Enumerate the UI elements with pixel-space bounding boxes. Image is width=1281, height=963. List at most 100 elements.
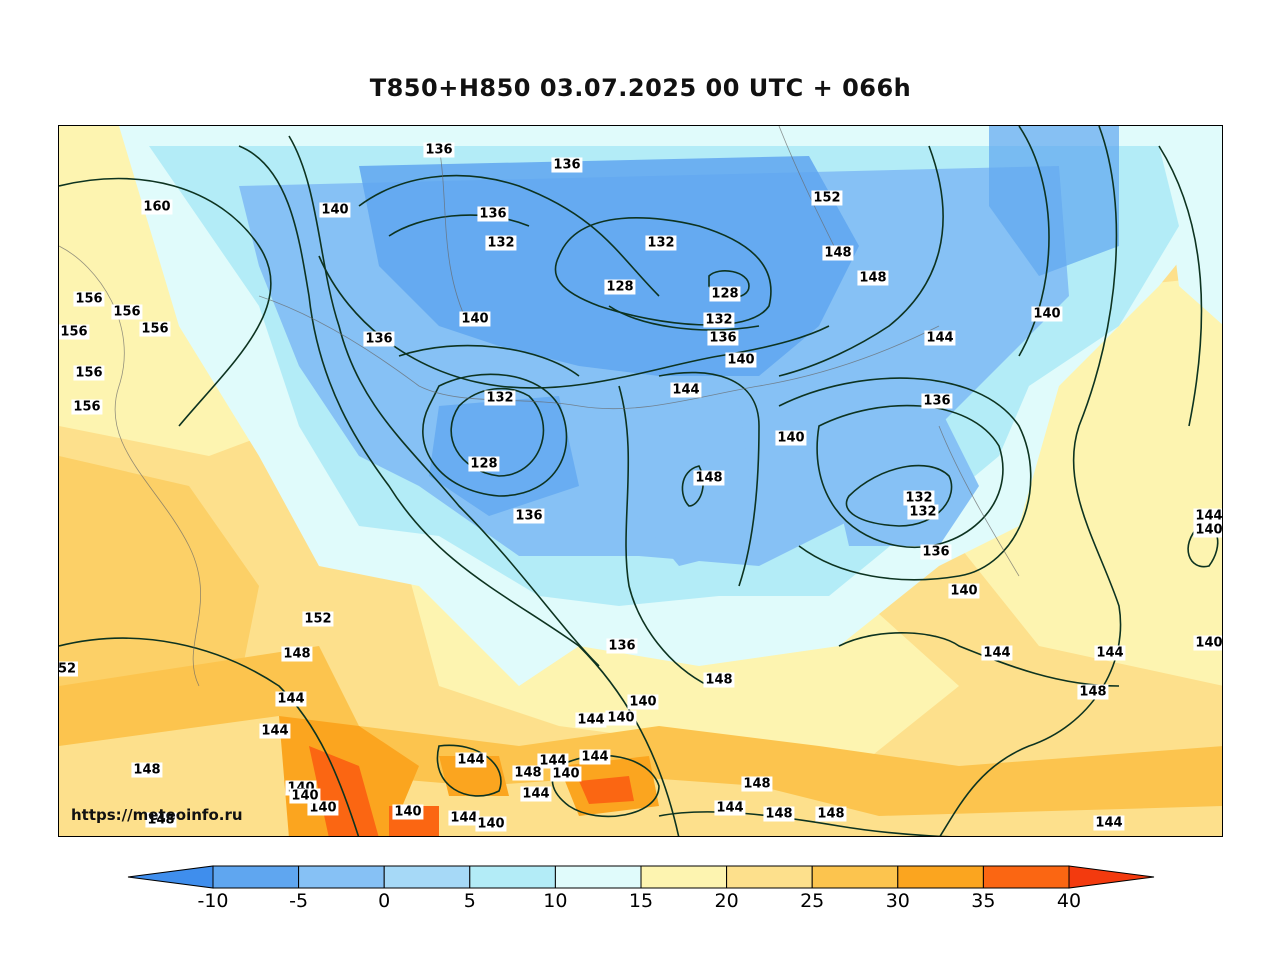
contour-label: 136 [477, 206, 509, 222]
contour-label: 148 [703, 672, 735, 688]
colorbar-cell [212, 865, 300, 889]
contour-label: 144 [520, 786, 552, 802]
contour-label: 148 [1077, 684, 1109, 700]
contour-label: 156 [71, 399, 103, 415]
contour-label: 128 [604, 279, 636, 295]
colorbar-tick-label: 40 [1056, 890, 1082, 912]
contour-label: 156 [59, 324, 90, 340]
contour-label: 128 [709, 286, 741, 302]
contour-label: 148 [815, 806, 847, 822]
contour-label: 144 [924, 330, 956, 346]
colorbar-tick-label: -5 [289, 890, 309, 912]
coastlines [59, 126, 1020, 687]
contour-label: 140 [627, 694, 659, 710]
contour-label: 144 [670, 382, 702, 398]
contour-label: 156 [111, 304, 143, 320]
contour-label: 136 [423, 142, 455, 158]
contour-label: 140 [307, 800, 339, 816]
colorbar-cell [982, 865, 1070, 889]
colorbar-tick-label: 10 [543, 890, 568, 912]
colorbar-tick-label: 0 [378, 890, 391, 912]
contour-label: 152 [811, 190, 843, 206]
contour-label: 140 [948, 583, 980, 599]
contour-label: 128 [468, 456, 500, 472]
contour-label: 148 [693, 470, 725, 486]
contour-label: 136 [513, 508, 545, 524]
contour-label: 140 [392, 804, 424, 820]
temperature-colorbar [127, 865, 1155, 889]
contour-label: 140 [775, 430, 807, 446]
colorbar-tick-label: 35 [971, 890, 996, 912]
contour-label: 136 [551, 157, 583, 173]
contour-label: 148 [512, 765, 544, 781]
contour-label: 136 [707, 330, 739, 346]
contour-label: 148 [145, 812, 177, 828]
map-panel: 136 136 160 140 136 132 128 128 132 132 136 140 152 1… [58, 125, 1223, 837]
contour-label: 140 [1031, 306, 1063, 322]
contour-label: 144 [575, 712, 607, 728]
contour-label: 132 [907, 504, 939, 520]
contour-label: 148 [857, 270, 889, 286]
contour-label: 144 [537, 753, 569, 769]
contour-label: 144 [448, 810, 480, 826]
contour-label: 136 [606, 638, 638, 654]
contour-label: 140 [319, 202, 351, 218]
contour-label: 144 [275, 691, 307, 707]
height-contours [59, 126, 1219, 836]
colorbar-cell [897, 865, 984, 889]
map-title: T850+H850 03.07.2025 00 UTC + 066h [369, 74, 912, 102]
contour-label: 140 [605, 710, 637, 726]
contour-label: 156 [73, 365, 105, 381]
contour-label: 136 [921, 393, 953, 409]
colorbar-cell [554, 865, 642, 889]
contour-label: 148 [822, 245, 854, 261]
colorbar-tick-label: 25 [800, 890, 825, 912]
contour-label: 144 [455, 752, 487, 768]
contour-label: 132 [903, 490, 935, 506]
source-url: https://meteoinfo.ru [71, 806, 243, 824]
contour-label: 52 [59, 661, 79, 677]
contour-label: 144 [1193, 508, 1223, 524]
colorbar-over-arrow [1068, 865, 1155, 889]
contour-label: 140 [725, 352, 757, 368]
contour-label: 140 [1193, 635, 1223, 651]
contour-label: 132 [485, 235, 517, 251]
contour-label: 136 [920, 544, 952, 560]
contour-label: 132 [645, 235, 677, 251]
colorbar-tick-label: 15 [628, 890, 654, 912]
colorbar-cell [383, 865, 471, 889]
colorbar-tick-label: -10 [197, 890, 229, 912]
contour-label: 148 [763, 806, 795, 822]
colorbar-tick-label: 20 [714, 890, 739, 912]
contour-label: 140 [1193, 522, 1223, 538]
contour-label: 152 [302, 611, 334, 627]
contour-label: 144 [981, 645, 1013, 661]
colorbar-cell [811, 865, 899, 889]
contour-label: 140 [550, 766, 582, 782]
contour-label: 144 [579, 749, 611, 765]
contour-label: 140 [459, 311, 491, 327]
contour-label: 144 [259, 723, 291, 739]
contour-label: 132 [484, 390, 516, 406]
contour-label: 148 [281, 646, 313, 662]
temperature-field [59, 126, 1222, 836]
contour-label: 144 [1093, 815, 1125, 831]
contour-label: 144 [1094, 645, 1126, 661]
contour-label: 156 [73, 291, 105, 307]
contour-label: 160 [141, 199, 173, 215]
colorbar-tick-label: 5 [463, 890, 476, 912]
colorbar-cell [726, 865, 813, 889]
contour-label: 148 [131, 762, 163, 778]
colorbar-under-arrow [127, 865, 214, 889]
contour-label: 140 [475, 816, 507, 832]
colorbar-cell [640, 865, 728, 889]
contour-label: 156 [139, 321, 171, 337]
contour-label: 136 [363, 331, 395, 347]
colorbar-tick-label: 30 [885, 890, 910, 912]
contour-label: 132 [703, 312, 735, 328]
contour-label: 148 [741, 776, 773, 792]
contour-label: 140 [289, 788, 321, 804]
colorbar-cell [298, 865, 385, 889]
contour-label: 144 [714, 800, 746, 816]
colorbar-cell [469, 865, 556, 889]
